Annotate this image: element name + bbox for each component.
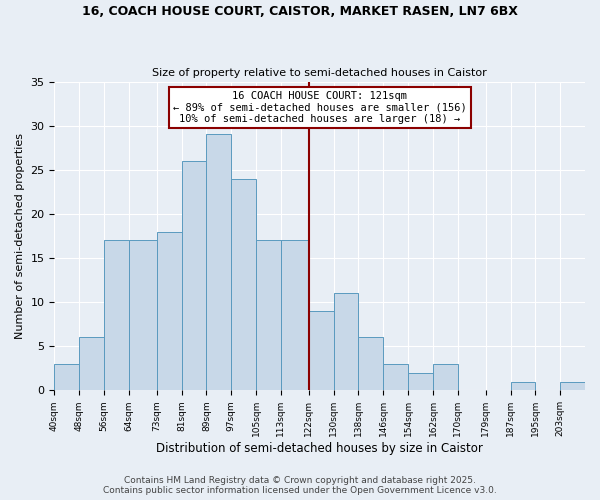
Bar bbox=[206, 134, 231, 390]
Bar bbox=[511, 382, 535, 390]
Bar bbox=[334, 294, 358, 390]
Bar bbox=[281, 240, 309, 390]
Bar bbox=[433, 364, 458, 390]
Bar bbox=[408, 372, 433, 390]
Bar bbox=[104, 240, 129, 390]
Text: 16, COACH HOUSE COURT, CAISTOR, MARKET RASEN, LN7 6BX: 16, COACH HOUSE COURT, CAISTOR, MARKET R… bbox=[82, 5, 518, 18]
Bar bbox=[231, 178, 256, 390]
Bar bbox=[358, 338, 383, 390]
Bar bbox=[79, 338, 104, 390]
Bar bbox=[55, 364, 79, 390]
Bar bbox=[129, 240, 157, 390]
Y-axis label: Number of semi-detached properties: Number of semi-detached properties bbox=[15, 133, 25, 339]
Bar bbox=[309, 311, 334, 390]
Bar bbox=[560, 382, 585, 390]
Bar bbox=[182, 161, 206, 390]
Bar bbox=[256, 240, 281, 390]
X-axis label: Distribution of semi-detached houses by size in Caistor: Distribution of semi-detached houses by … bbox=[156, 442, 483, 455]
Text: 16 COACH HOUSE COURT: 121sqm
← 89% of semi-detached houses are smaller (156)
10%: 16 COACH HOUSE COURT: 121sqm ← 89% of se… bbox=[173, 91, 467, 124]
Text: Contains HM Land Registry data © Crown copyright and database right 2025.
Contai: Contains HM Land Registry data © Crown c… bbox=[103, 476, 497, 495]
Bar bbox=[157, 232, 182, 390]
Bar bbox=[383, 364, 408, 390]
Title: Size of property relative to semi-detached houses in Caistor: Size of property relative to semi-detach… bbox=[152, 68, 487, 78]
